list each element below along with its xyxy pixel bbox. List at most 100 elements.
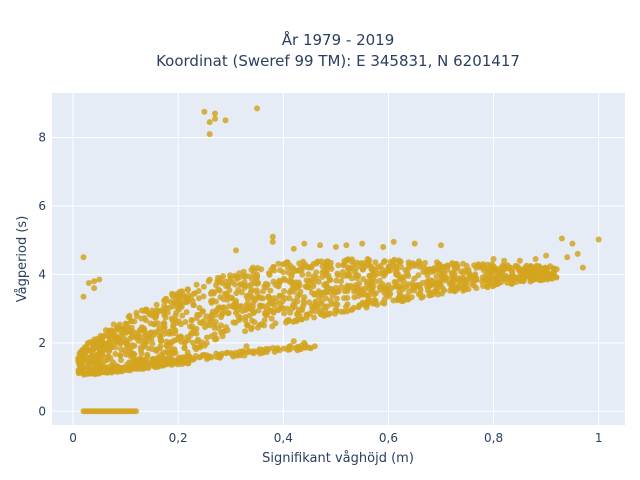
data-point: [198, 339, 205, 346]
data-point: [484, 284, 491, 291]
data-point: [314, 258, 321, 265]
data-point: [197, 319, 204, 326]
y-tick-labels: 0 2 4 6 8: [38, 130, 46, 418]
y-tick-label: 8: [38, 130, 46, 144]
data-point: [415, 272, 422, 279]
data-point: [200, 293, 207, 300]
data-point: [274, 345, 281, 352]
data-point: [425, 267, 431, 274]
data-point: [127, 335, 134, 342]
data-point: [527, 278, 534, 285]
data-point: [410, 283, 417, 289]
data-point: [124, 340, 131, 347]
data-point: [435, 266, 442, 273]
data-point: [230, 319, 237, 326]
data-point: [200, 283, 207, 290]
data-point: [540, 266, 547, 273]
data-point: [116, 321, 123, 328]
data-point: [254, 280, 261, 287]
data-point: [138, 363, 145, 370]
data-point: [359, 240, 366, 247]
data-point: [321, 268, 328, 274]
data-point: [141, 326, 148, 333]
data-point: [233, 352, 239, 359]
data-point: [173, 295, 180, 302]
data-point: [255, 307, 262, 314]
data-point: [219, 305, 226, 311]
data-point: [483, 274, 490, 281]
data-point: [227, 274, 234, 281]
data-point: [145, 310, 152, 317]
data-point: [153, 307, 160, 314]
data-point: [291, 303, 298, 310]
data-point: [112, 351, 119, 357]
data-point: [239, 308, 246, 314]
data-point: [224, 296, 231, 303]
data-point: [241, 284, 248, 291]
data-point: [258, 302, 264, 309]
data-point: [262, 280, 269, 287]
data-point: [513, 279, 520, 285]
data-point: [411, 275, 418, 282]
data-point: [127, 345, 134, 352]
data-point: [269, 323, 276, 330]
data-point: [178, 321, 184, 328]
data-point: [190, 356, 197, 363]
data-point: [283, 319, 289, 326]
data-point: [151, 320, 158, 327]
data-point: [181, 294, 187, 301]
data-point: [333, 284, 340, 291]
data-point: [315, 278, 322, 285]
data-point: [260, 288, 266, 295]
data-point: [384, 286, 391, 293]
data-point: [352, 282, 359, 289]
data-point: [301, 240, 308, 247]
data-point: [294, 283, 301, 290]
data-point: [394, 272, 401, 279]
data-point: [302, 261, 309, 268]
data-point: [322, 295, 329, 302]
data-point: [125, 313, 132, 320]
data-point: [301, 339, 308, 346]
data-point: [190, 330, 197, 336]
data-point: [254, 105, 260, 112]
data-point: [145, 345, 152, 352]
data-point: [405, 295, 412, 302]
data-point: [306, 299, 313, 306]
data-point: [249, 317, 256, 324]
data-point: [166, 329, 173, 336]
data-point: [111, 366, 118, 373]
data-point: [280, 275, 287, 282]
data-point: [161, 330, 168, 337]
data-point: [325, 311, 332, 318]
data-point: [139, 338, 145, 345]
data-point: [156, 325, 163, 332]
data-point: [302, 344, 309, 351]
data-point: [190, 302, 197, 308]
data-point: [275, 283, 282, 290]
data-point: [444, 263, 451, 270]
data-point: [516, 257, 523, 264]
data-point: [397, 291, 404, 298]
data-point: [369, 267, 376, 274]
data-point: [350, 304, 357, 311]
data-point: [490, 263, 497, 270]
data-point: [569, 240, 576, 247]
data-point: [381, 258, 388, 264]
data-point: [267, 287, 274, 294]
data-point: [244, 296, 251, 303]
data-point: [175, 305, 182, 312]
data-point: [459, 275, 465, 282]
data-point: [162, 296, 169, 303]
data-point: [338, 284, 345, 290]
chart-title-line1: År 1979 - 2019: [282, 30, 395, 49]
data-point: [360, 276, 367, 283]
data-point: [209, 315, 216, 322]
data-point: [179, 312, 186, 319]
data-point: [176, 288, 183, 295]
data-point: [220, 273, 227, 280]
data-point: [327, 263, 334, 270]
data-point: [225, 310, 232, 316]
data-point: [299, 316, 305, 323]
data-point: [269, 345, 276, 351]
